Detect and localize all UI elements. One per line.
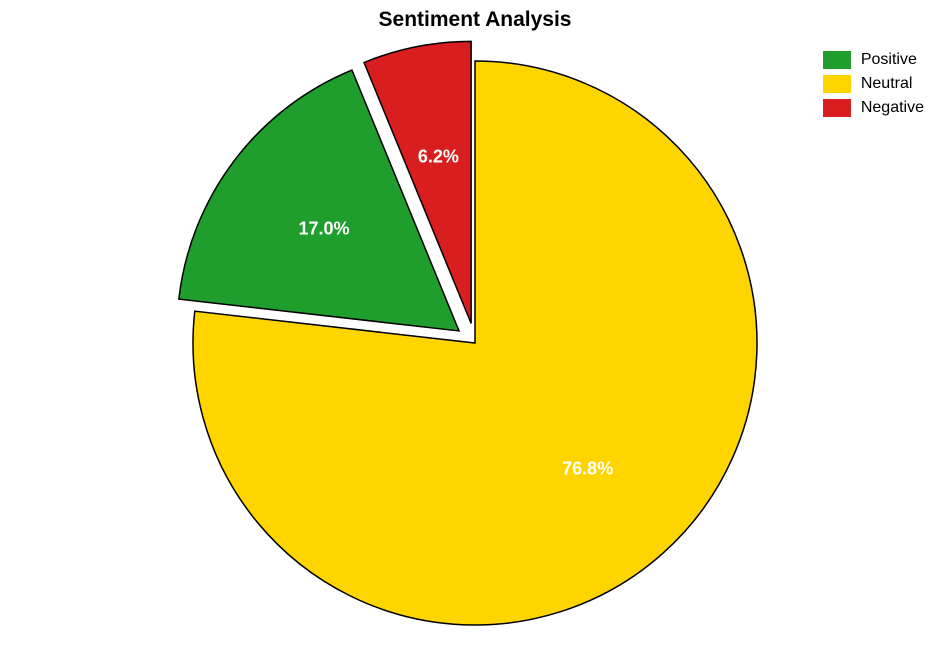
legend-label: Negative bbox=[861, 99, 924, 117]
legend-swatch-neutral bbox=[823, 75, 851, 93]
legend-label: Positive bbox=[861, 51, 917, 69]
legend-item-negative: Negative bbox=[823, 96, 924, 120]
sentiment-pie-chart: Sentiment Analysis 76.8%17.0%6.2% Positi… bbox=[0, 0, 950, 662]
legend-item-neutral: Neutral bbox=[823, 72, 924, 96]
pie-svg bbox=[0, 0, 950, 662]
legend: Positive Neutral Negative bbox=[823, 48, 924, 120]
legend-label: Neutral bbox=[861, 75, 913, 93]
legend-swatch-positive bbox=[823, 51, 851, 69]
legend-swatch-negative bbox=[823, 99, 851, 117]
legend-item-positive: Positive bbox=[823, 48, 924, 72]
